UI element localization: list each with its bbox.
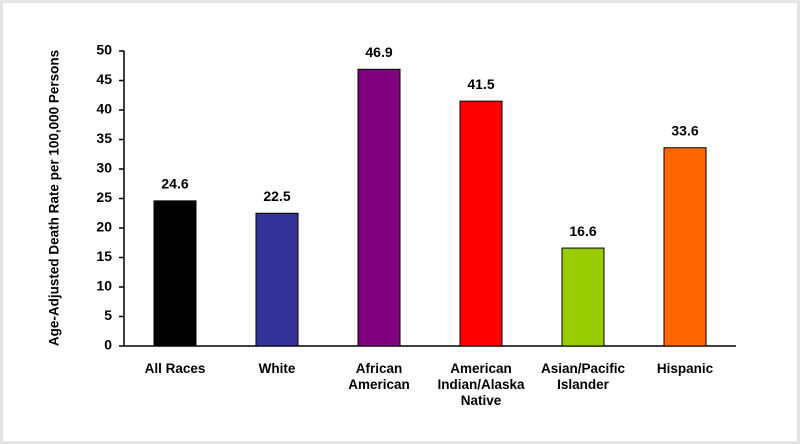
data-label: 41.5	[467, 76, 494, 92]
y-tick-label: 40	[96, 101, 112, 117]
x-tick-label: White	[258, 361, 296, 376]
data-label: 24.6	[161, 176, 188, 192]
data-label: 16.6	[569, 223, 596, 239]
data-label: 22.5	[263, 188, 290, 204]
bar	[459, 100, 503, 347]
bar	[561, 247, 605, 347]
bar	[153, 200, 197, 347]
x-tick-label: Hispanic	[656, 361, 714, 376]
bar	[663, 147, 707, 347]
chart: Age-Adjusted Death Rate per 100,000 Pers…	[47, 42, 736, 353]
y-tick-label: 10	[96, 278, 112, 294]
data-label: 46.9	[365, 44, 392, 60]
x-tick-label: All Races	[144, 361, 206, 376]
y-tick-label: 20	[96, 219, 112, 235]
y-tick-label: 45	[96, 71, 112, 87]
bar	[255, 212, 299, 347]
x-tick-label: African American	[348, 361, 410, 392]
y-tick-label: 5	[104, 307, 112, 323]
y-tick-label: 30	[96, 160, 112, 176]
x-tick-label: Asian/Pacific Islander	[540, 361, 626, 392]
y-axis-title: Age-Adjusted Death Rate per 100,000 Pers…	[47, 50, 62, 346]
y-tick-label: 0	[104, 337, 112, 353]
y-tick-label: 50	[96, 42, 112, 58]
data-label: 33.6	[671, 122, 698, 138]
x-tick-label: American Indian/Alaska Native	[437, 361, 525, 408]
y-tick-label: 15	[96, 248, 112, 264]
y-tick-label: 35	[96, 130, 112, 146]
y-tick-label: 25	[96, 189, 112, 205]
bar	[357, 68, 401, 347]
